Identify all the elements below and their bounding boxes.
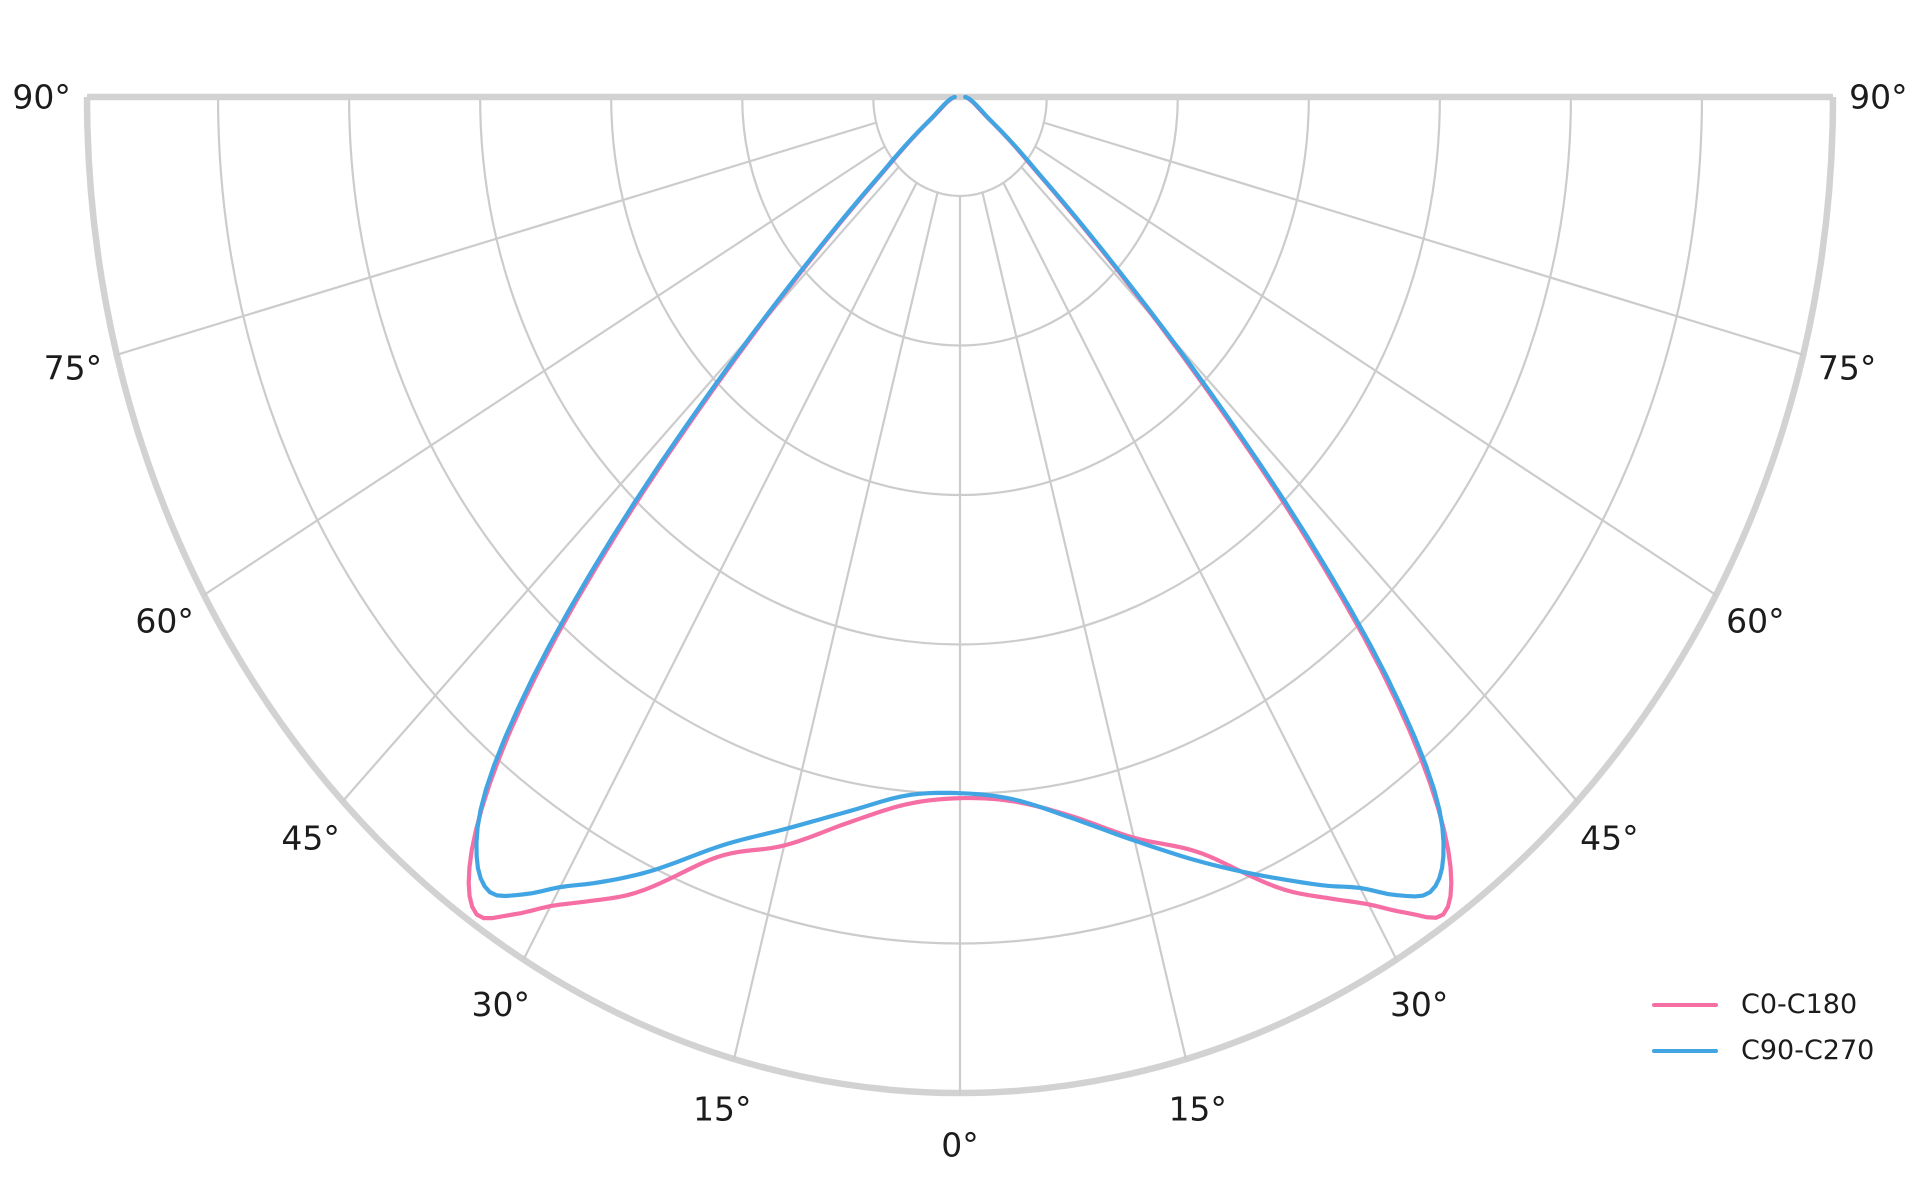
theta-tick-label: 90° (1849, 78, 1908, 117)
polar-grid-spoke (203, 145, 886, 596)
theta-tick-label: 60° (1726, 601, 1785, 640)
legend-item-c0-c180: C0-C180 (1652, 988, 1874, 1021)
legend-label-c0-c180: C0-C180 (1741, 989, 1858, 1020)
polar-grid-spoke (1002, 182, 1398, 961)
polar-grid-spoke (1043, 121, 1804, 356)
legend-label-c90-c270: C90-C270 (1741, 1035, 1875, 1066)
polar-grid-spoke (1020, 166, 1579, 803)
polar-grid-spoke (522, 182, 918, 961)
polar-grid-spoke (341, 166, 900, 803)
legend-swatch-c90-c270 (1652, 1048, 1718, 1053)
legend-item-c90-c270: C90-C270 (1652, 1034, 1874, 1067)
polar-grid-spoke (1034, 145, 1717, 596)
polar-grid-ring (872, 96, 1048, 198)
theta-tick-label: 60° (135, 601, 194, 640)
legend: C0-C180 C90-C270 (1652, 988, 1874, 1067)
theta-tick-label: 30° (1390, 985, 1449, 1024)
theta-tick-label: 45° (1580, 818, 1639, 857)
theta-tick-label: 45° (281, 818, 340, 857)
theta-tick-label: 15° (1168, 1090, 1227, 1129)
theta-tick-label: 30° (472, 985, 531, 1024)
polar-grid-spoke (116, 121, 877, 356)
theta-tick-label: 90° (12, 78, 71, 117)
legend-swatch-c0-c180 (1652, 1002, 1718, 1007)
theta-tick-label: 15° (693, 1090, 752, 1129)
theta-tick-label: 0° (941, 1125, 979, 1164)
theta-tick-label: 75° (1818, 349, 1877, 388)
polar-grid-spoke (981, 192, 1188, 1060)
theta-tick-label: 75° (44, 349, 103, 388)
polar-grid-spoke (732, 192, 939, 1060)
series-line-c90-c270 (474, 94, 1446, 899)
